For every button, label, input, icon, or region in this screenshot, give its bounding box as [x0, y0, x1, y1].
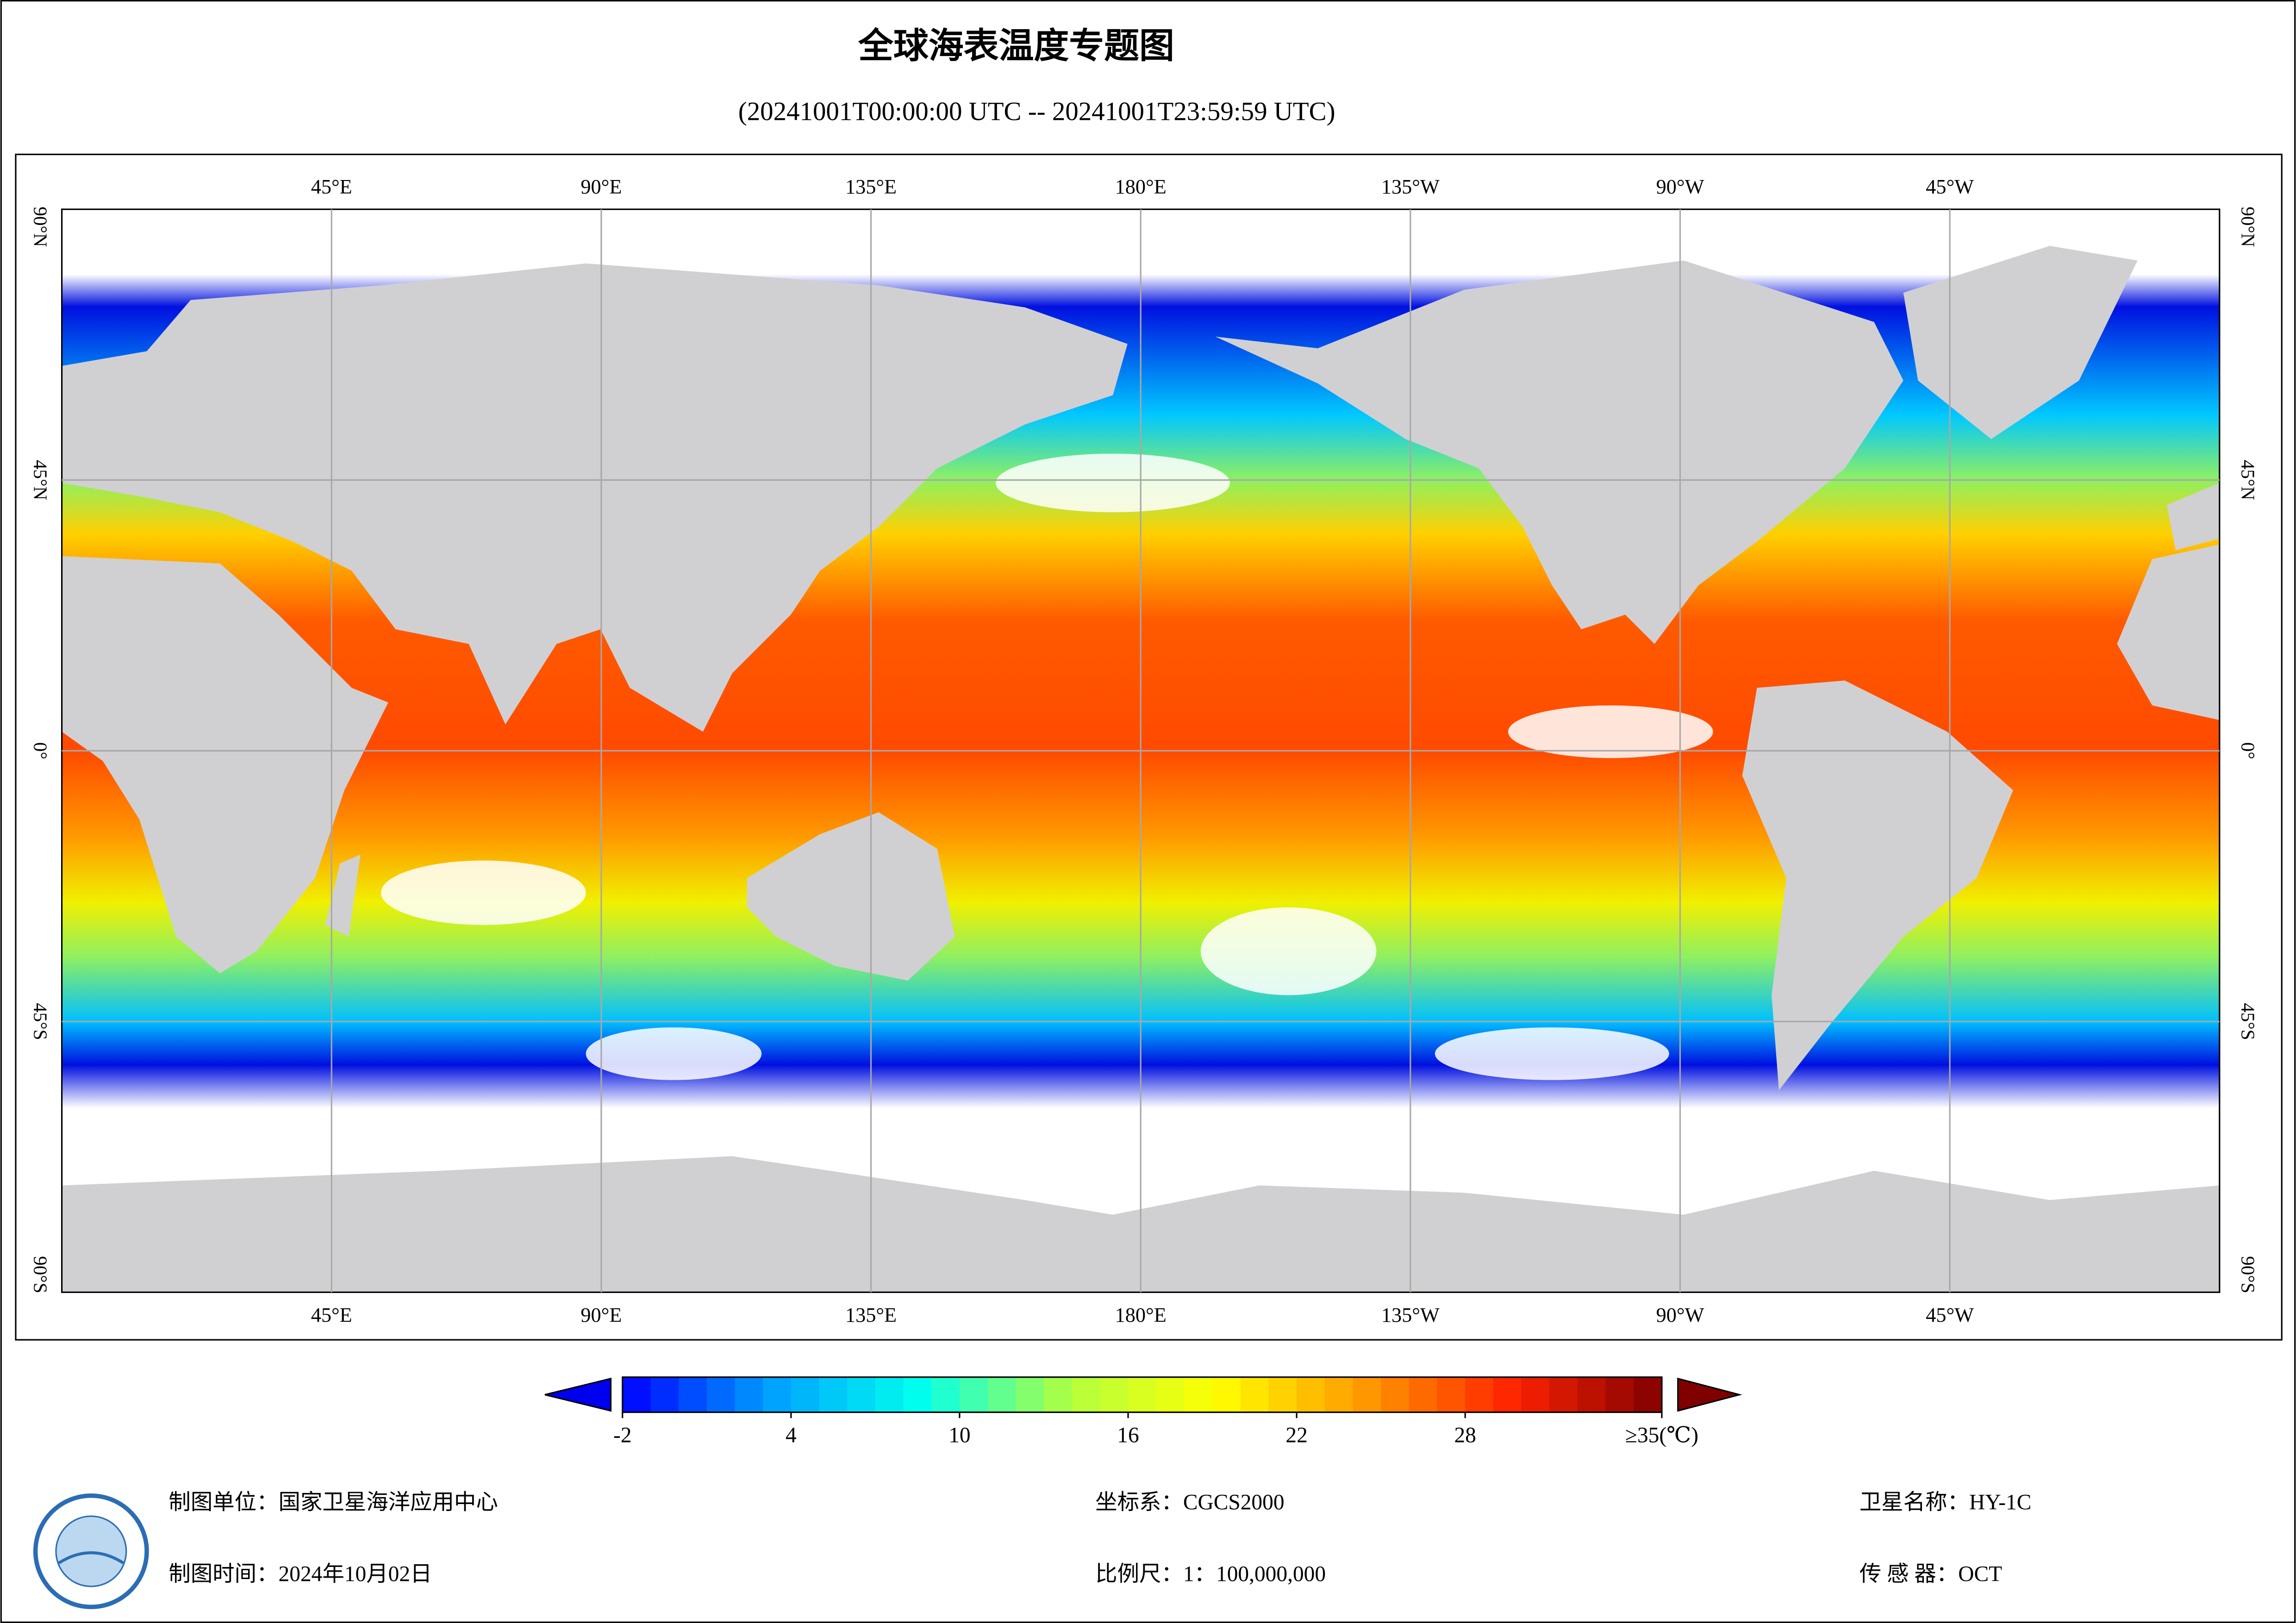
colorbar-border	[622, 1376, 1663, 1413]
colorbar-label: ≥35(℃)	[1625, 1423, 1698, 1447]
lat-label: 90°S	[30, 1256, 51, 1293]
colorbar-label: 16	[1117, 1423, 1139, 1447]
colorbar-swatch	[875, 1377, 905, 1412]
australia	[747, 812, 955, 981]
lon-label: 135°E	[845, 1304, 897, 1326]
footer-sensor: 传 感 器：OCT	[1859, 1562, 2002, 1586]
colorbar-swatch	[1212, 1377, 1242, 1412]
north-america	[1215, 260, 1903, 644]
colorbar-swatch	[959, 1377, 989, 1412]
colorbar-swatch	[931, 1377, 961, 1412]
colorbar-swatch	[650, 1377, 680, 1412]
colorbar-swatch	[1353, 1377, 1382, 1412]
footer-crs: 坐标系：CGCS2000	[1095, 1491, 1284, 1515]
map-frame	[15, 154, 2283, 1341]
africa	[62, 556, 388, 973]
colorbar-swatch	[622, 1377, 651, 1412]
colorbar-label: 28	[1454, 1423, 1476, 1447]
logo	[33, 1493, 149, 1609]
lon-label: 45°E	[311, 175, 352, 198]
colorbar-swatch	[1381, 1377, 1410, 1412]
lon-label: 135°W	[1381, 1304, 1440, 1326]
footer-scale: 比例尺：1：100,000,000	[1095, 1562, 1326, 1586]
colorbar-label: 4	[786, 1423, 797, 1447]
cloud	[586, 1027, 762, 1080]
lon-label: 90°W	[1656, 1304, 1704, 1326]
colorbar-swatch	[1577, 1377, 1607, 1412]
lat-label: 45°N	[2237, 460, 2259, 500]
colorbar-high-arrow	[1677, 1377, 1742, 1412]
colorbar-swatch	[763, 1377, 792, 1412]
madagascar	[325, 854, 361, 937]
colorbar-swatch	[1521, 1377, 1550, 1412]
colorbar-label: 22	[1285, 1423, 1307, 1447]
lat-label: 0°	[30, 742, 51, 759]
lon-label: 180°E	[1115, 1304, 1167, 1326]
title: 全球海表温度专题图	[858, 27, 1174, 66]
cloud-cover	[381, 454, 1713, 1080]
colorbar-label: 10	[948, 1423, 970, 1447]
lat-label: 45°N	[30, 460, 51, 500]
lat-label: 45°S	[30, 1003, 51, 1040]
colorbar-swatch	[1437, 1377, 1466, 1412]
iberia	[2166, 483, 2220, 551]
footer-unit: 制图单位：国家卫星海洋应用中心	[168, 1491, 498, 1515]
colorbar-swatch	[1072, 1377, 1101, 1412]
lon-label: 90°E	[580, 1304, 622, 1326]
lon-label: 90°E	[580, 175, 622, 198]
greenland	[1903, 246, 2138, 439]
lon-label: 135°E	[845, 175, 897, 198]
cloud	[996, 454, 1230, 512]
colorbar-swatch	[1324, 1377, 1354, 1412]
lon-label: 45°W	[1926, 1304, 1974, 1326]
cloud	[1435, 1027, 1669, 1080]
south-america	[1742, 680, 2013, 1090]
colorbar-swatch	[819, 1377, 848, 1412]
colorbar-swatch	[735, 1377, 764, 1412]
lat-label: 90°N	[2237, 207, 2259, 247]
colorbar-swatch	[903, 1377, 932, 1412]
colorbar-swatch	[847, 1377, 876, 1412]
colorbar-swatch	[1128, 1377, 1157, 1412]
colorbar-swatch	[1549, 1377, 1578, 1412]
cloud	[1200, 907, 1377, 995]
lat-label: 0°	[2237, 742, 2259, 759]
colorbar-swatch	[1297, 1377, 1326, 1412]
colorbar-label: -2	[613, 1423, 632, 1447]
colorbar-swatch	[1184, 1377, 1213, 1412]
colorbar-swatch	[1156, 1377, 1185, 1412]
footer-satellite: 卫星名称：HY-1C	[1859, 1491, 2031, 1515]
lon-label: 45°W	[1926, 175, 1974, 198]
west-africa	[2117, 544, 2220, 720]
colorbar-swatch	[1605, 1377, 1635, 1412]
lat-label: 45°S	[2237, 1003, 2259, 1040]
colorbar-swatch	[1268, 1377, 1298, 1412]
cloud	[381, 860, 586, 925]
lon-label: 90°W	[1656, 175, 1704, 198]
colorbar-swatch	[1240, 1377, 1270, 1412]
colorbar-swatch	[1465, 1377, 1494, 1412]
cloud	[1508, 705, 1713, 759]
colorbar-low-arrow	[544, 1377, 612, 1412]
eurasia	[62, 263, 1128, 732]
colorbar-swatch	[1016, 1377, 1045, 1412]
colorbar-swatch	[1493, 1377, 1522, 1412]
colorbar-swatch	[679, 1377, 708, 1412]
colorbar-swatch	[987, 1377, 1017, 1412]
lon-label: 180°E	[1115, 175, 1167, 198]
logo-wave	[58, 1551, 125, 1565]
lat-label: 90°N	[30, 207, 51, 247]
colorbar-swatch	[706, 1377, 736, 1412]
footer-date: 制图时间：2024年10月02日	[168, 1562, 432, 1586]
lat-label: 90°S	[2237, 1256, 2259, 1293]
colorbar-swatch	[1100, 1377, 1129, 1412]
subtitle: (20241001T00:00:00 UTC -- 20241001T23:59…	[738, 97, 1335, 126]
colorbar-swatch	[1409, 1377, 1438, 1412]
colorbar-swatch	[1634, 1377, 1663, 1412]
colorbar-swatch	[1043, 1377, 1073, 1412]
lon-label: 45°E	[311, 1304, 352, 1326]
colorbar-swatch	[791, 1377, 820, 1412]
lon-label: 135°W	[1381, 175, 1440, 198]
